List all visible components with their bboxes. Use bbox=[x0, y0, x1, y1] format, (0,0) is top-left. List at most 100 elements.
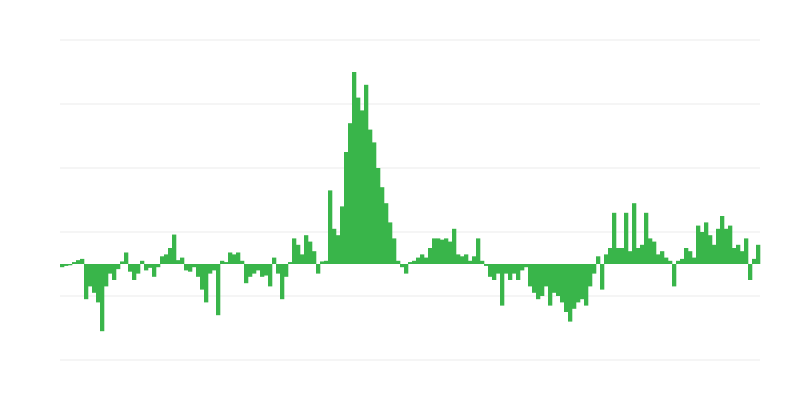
bar bbox=[108, 264, 113, 274]
bar bbox=[236, 252, 241, 264]
bar bbox=[664, 257, 669, 264]
bar bbox=[60, 264, 65, 268]
bar bbox=[708, 235, 713, 264]
bar bbox=[368, 129, 373, 264]
bar bbox=[448, 241, 453, 264]
bar bbox=[548, 264, 553, 306]
bar bbox=[244, 264, 249, 284]
bar bbox=[704, 222, 709, 264]
bar bbox=[356, 97, 361, 264]
bar bbox=[452, 228, 457, 264]
bar bbox=[208, 264, 213, 274]
bar bbox=[200, 264, 205, 290]
bar bbox=[432, 238, 437, 264]
bar bbox=[620, 248, 625, 264]
bar bbox=[508, 264, 513, 280]
bar bbox=[304, 235, 309, 264]
bar bbox=[752, 258, 757, 264]
bar bbox=[160, 256, 165, 264]
bar bbox=[196, 264, 201, 277]
bar bbox=[468, 260, 473, 264]
bar bbox=[220, 260, 225, 264]
bar bbox=[692, 257, 697, 264]
bar bbox=[524, 264, 529, 268]
bar bbox=[676, 260, 681, 264]
bar bbox=[188, 264, 193, 272]
bar bbox=[68, 264, 73, 266]
bar bbox=[420, 254, 425, 264]
bar bbox=[120, 261, 125, 264]
bar bbox=[384, 203, 389, 264]
bar bbox=[404, 264, 409, 274]
bar bbox=[580, 264, 585, 300]
bar bbox=[144, 264, 149, 271]
bar bbox=[364, 84, 369, 264]
bar bbox=[496, 264, 501, 274]
bar bbox=[412, 260, 417, 264]
bar bbox=[728, 225, 733, 264]
bar bbox=[96, 264, 101, 303]
bar bbox=[584, 264, 589, 306]
bar bbox=[560, 264, 565, 303]
bar bbox=[72, 262, 77, 264]
bar bbox=[476, 238, 481, 264]
bar bbox=[588, 264, 593, 287]
bar bbox=[608, 248, 613, 264]
bar bbox=[348, 123, 353, 264]
bar bbox=[136, 264, 141, 274]
bar bbox=[308, 241, 313, 264]
bar bbox=[128, 264, 133, 272]
bar bbox=[340, 206, 345, 264]
bar bbox=[652, 241, 657, 264]
bar bbox=[192, 264, 197, 268]
bar bbox=[300, 254, 305, 264]
bar bbox=[172, 234, 177, 264]
bar bbox=[408, 262, 413, 264]
bar bbox=[332, 228, 337, 264]
bar bbox=[568, 264, 573, 322]
bar bbox=[248, 264, 253, 277]
bar bbox=[380, 187, 385, 264]
bar bbox=[640, 244, 645, 264]
bar bbox=[204, 264, 209, 303]
bar bbox=[668, 260, 673, 264]
gridlines bbox=[60, 39, 760, 361]
bar bbox=[528, 264, 533, 287]
bar bbox=[736, 244, 741, 264]
bar bbox=[284, 264, 289, 277]
bar bbox=[392, 238, 397, 264]
bar bbox=[116, 264, 121, 270]
bar bbox=[328, 190, 333, 264]
bar bbox=[592, 264, 597, 274]
bar bbox=[76, 260, 81, 264]
bar bbox=[80, 258, 85, 264]
bar bbox=[616, 248, 621, 264]
bar bbox=[612, 212, 617, 264]
bar bbox=[724, 228, 729, 264]
bar bbox=[636, 248, 641, 264]
bar bbox=[604, 254, 609, 264]
bar bbox=[660, 251, 665, 264]
bar bbox=[256, 264, 261, 271]
bar bbox=[184, 264, 189, 271]
bar bbox=[64, 264, 69, 266]
bar bbox=[732, 248, 737, 264]
bar bbox=[232, 254, 237, 264]
bar bbox=[464, 254, 469, 264]
bar bbox=[712, 244, 717, 264]
bar bbox=[352, 72, 357, 264]
bar bbox=[252, 264, 257, 274]
bars bbox=[60, 72, 761, 332]
bar bbox=[180, 257, 185, 264]
bar bbox=[288, 262, 293, 264]
bar bbox=[84, 264, 89, 300]
bar bbox=[400, 264, 405, 268]
bar bbox=[644, 212, 649, 264]
bar bbox=[164, 254, 169, 264]
bar bbox=[436, 238, 441, 264]
bar bbox=[336, 235, 341, 264]
bar bbox=[344, 152, 349, 264]
bar bbox=[492, 264, 497, 280]
bar bbox=[240, 260, 245, 264]
bar bbox=[756, 244, 761, 264]
